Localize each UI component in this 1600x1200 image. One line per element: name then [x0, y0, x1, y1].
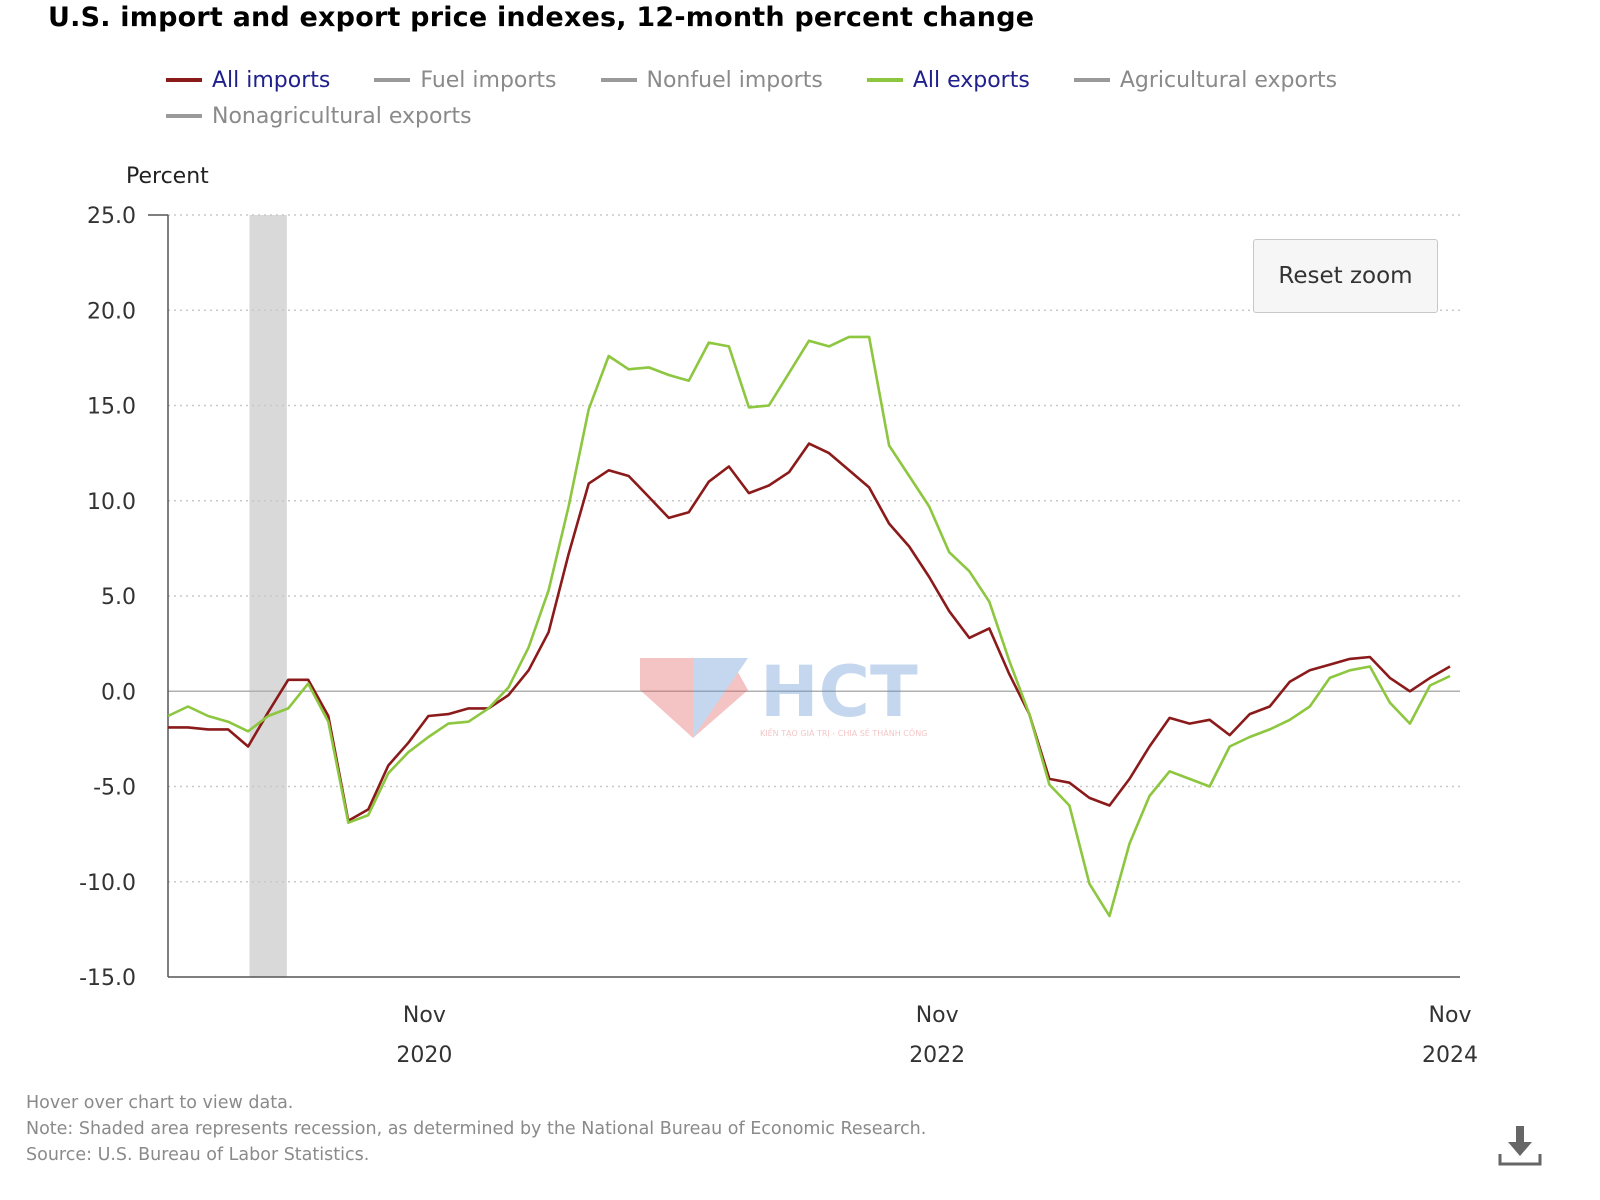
legend-label: All imports	[212, 67, 331, 93]
y-tick-label: 10.0	[87, 490, 136, 515]
legend-item-all-exports[interactable]: All exports	[866, 66, 1030, 94]
legend-swatch	[166, 78, 202, 82]
y-tick-label: 25.0	[87, 204, 136, 229]
y-tick-label: -10.0	[79, 871, 136, 896]
legend-label: Nonagricultural exports	[212, 103, 472, 129]
legend-swatch	[866, 78, 903, 82]
legend-item-fuel-imports[interactable]: Fuel imports	[374, 66, 557, 94]
legend-item-nonagricultural-exports[interactable]: Nonagricultural exports	[166, 102, 472, 130]
legend-label: Agricultural exports	[1119, 67, 1338, 93]
legend-label: Fuel imports	[420, 67, 557, 93]
x-tick-year: 2024	[1422, 1043, 1478, 1068]
y-tick-label: 20.0	[87, 299, 136, 324]
recession-shade	[249, 215, 287, 977]
y-axis-label: Percent	[126, 164, 209, 189]
x-tick-month: Nov	[1429, 1003, 1472, 1028]
hover-hint: Hover over chart to view data.	[26, 1093, 294, 1113]
legend-label: Nonfuel imports	[646, 67, 823, 93]
source-note: Source: U.S. Bureau of Labor Statistics.	[26, 1145, 370, 1165]
y-tick-label: 15.0	[87, 395, 136, 420]
chart-title: U.S. import and export price indexes, 12…	[48, 2, 1035, 33]
x-tick-year: 2022	[909, 1043, 965, 1068]
legend-swatch	[1073, 78, 1110, 82]
chart-notes: Hover over chart to view data. Note: Sha…	[26, 1090, 926, 1168]
download-icon[interactable]	[1496, 1120, 1544, 1168]
legend-item-all-imports[interactable]: All imports	[166, 66, 330, 94]
series-line-all-exports	[167, 335, 1451, 918]
y-tick-label: 0.0	[101, 680, 136, 705]
x-tick-year: 2020	[396, 1043, 452, 1068]
legend-label: All exports	[912, 67, 1030, 93]
watermark-tagline: KIẾN TẠO GIÁ TRỊ - CHIA SẺ THÀNH CÔNG	[760, 727, 927, 739]
legend-item-agricultural-exports[interactable]: Agricultural exports	[1073, 66, 1338, 94]
legend-swatch	[374, 78, 411, 82]
y-tick-label: 5.0	[101, 585, 136, 610]
x-tick-month: Nov	[916, 1003, 959, 1028]
legend: All imports Fuel imports Nonfuel imports Al…	[166, 66, 1406, 130]
hct-watermark-logo: HCT KIẾN TẠO GIÁ TRỊ - CHIA SẺ THÀNH CÔN…	[640, 651, 927, 739]
legend-item-nonfuel-imports[interactable]: Nonfuel imports	[600, 66, 823, 94]
reset-zoom-button[interactable]: Reset zoom	[1253, 239, 1438, 313]
y-tick-label: -15.0	[79, 966, 136, 991]
x-tick-month: Nov	[403, 1003, 446, 1028]
y-tick-label: -5.0	[93, 776, 136, 801]
watermark-text: HCT	[760, 651, 918, 733]
recession-note: Note: Shaded area represents recession, …	[26, 1119, 927, 1139]
series-line-all-imports	[168, 442, 1451, 823]
legend-swatch	[600, 78, 637, 82]
legend-swatch	[166, 114, 202, 118]
